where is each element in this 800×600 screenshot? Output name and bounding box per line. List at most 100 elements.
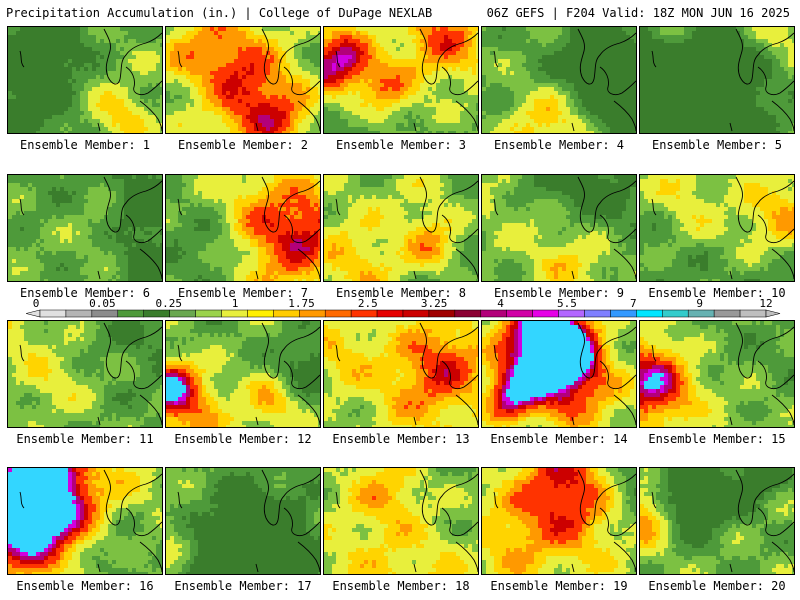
colorbar-swatch <box>506 309 533 318</box>
colorbar-swatch <box>65 309 93 318</box>
great-lakes-outline <box>19 28 162 132</box>
precip-map <box>165 174 321 282</box>
ensemble-member-panel: Ensemble Member: 10 <box>639 174 795 300</box>
precip-map <box>165 26 321 134</box>
ensemble-member-panel: Ensemble Member: 8 <box>323 174 479 300</box>
ensemble-member-label: Ensemble Member: 8 <box>323 286 479 300</box>
precip-map <box>323 320 479 428</box>
colorbar-tick-label: 0.25 <box>155 298 182 310</box>
precip-map <box>481 467 637 575</box>
great-lakes-outline <box>493 176 636 280</box>
colorbar-tick-label: 7 <box>630 298 637 310</box>
colorbar-tick-label: 1 <box>232 298 239 310</box>
great-lakes-outline <box>177 28 320 132</box>
ensemble-member-panel: Ensemble Member: 9 <box>481 174 637 300</box>
great-lakes-outline <box>335 176 478 280</box>
precip-map <box>323 467 479 575</box>
colorbar-swatch <box>143 309 170 318</box>
ensemble-member-panel: Ensemble Member: 3 <box>323 26 479 152</box>
great-lakes-outline <box>651 322 794 426</box>
ensemble-member-label: Ensemble Member: 11 <box>7 432 163 446</box>
colorbar-swatch <box>584 309 611 318</box>
ensemble-member-panel: Ensemble Member: 11 <box>7 320 163 446</box>
colorbar-swatch <box>247 309 274 318</box>
colorbar-swatch <box>221 309 248 318</box>
precip-map <box>481 320 637 428</box>
ensemble-member-label: Ensemble Member: 2 <box>165 138 321 152</box>
ensemble-member-panel: Ensemble Member: 12 <box>165 320 321 446</box>
precip-map <box>165 467 321 575</box>
great-lakes-outline <box>335 469 478 573</box>
colorbar-tick-label: 9 <box>696 298 703 310</box>
colorbar-swatch <box>169 309 196 318</box>
great-lakes-outline <box>335 322 478 426</box>
colorbar-tick-label: 5.5 <box>557 298 577 310</box>
ensemble-member-panel: Ensemble Member: 17 <box>165 467 321 593</box>
ensemble-member-label: Ensemble Member: 13 <box>323 432 479 446</box>
colorbar-tick-label: 4 <box>497 298 504 310</box>
great-lakes-outline <box>651 469 794 573</box>
ensemble-member-label: Ensemble Member: 19 <box>481 579 637 593</box>
colorbar-swatch <box>117 309 144 318</box>
ensemble-member-panel: Ensemble Member: 16 <box>7 467 163 593</box>
ensemble-member-panel: Ensemble Member: 20 <box>639 467 795 593</box>
colorbar-swatch <box>299 309 326 318</box>
precip-map <box>323 174 479 282</box>
precip-map <box>165 320 321 428</box>
ensemble-member-label: Ensemble Member: 17 <box>165 579 321 593</box>
ensemble-member-label: Ensemble Member: 7 <box>165 286 321 300</box>
precip-map <box>7 26 163 134</box>
colorbar-tick-label: 2.5 <box>358 298 378 310</box>
colorbar-swatch <box>91 309 119 318</box>
great-lakes-outline <box>493 28 636 132</box>
colorbar-tick-label: 0.05 <box>89 298 116 310</box>
ensemble-member-panel: Ensemble Member: 19 <box>481 467 637 593</box>
colorbar-swatch <box>532 309 559 318</box>
great-lakes-outline <box>19 469 162 573</box>
colorbar-swatch <box>739 309 767 318</box>
precip-map <box>481 26 637 134</box>
ensemble-member-label: Ensemble Member: 1 <box>7 138 163 152</box>
precip-map <box>7 320 163 428</box>
ensemble-member-panel: Ensemble Member: 13 <box>323 320 479 446</box>
ensemble-member-panel: Ensemble Member: 6 <box>7 174 163 300</box>
precip-map <box>639 467 795 575</box>
precip-colorbar: 0 0.05 0.25 1 1.75 2.5 3.25 4 5.5 7 9 12 <box>26 298 781 318</box>
ensemble-member-label: Ensemble Member: 20 <box>639 579 795 593</box>
colorbar-swatch <box>39 309 67 318</box>
colorbar-swatch <box>558 309 585 318</box>
ensemble-member-panel: Ensemble Member: 14 <box>481 320 637 446</box>
great-lakes-outline <box>493 322 636 426</box>
ensemble-member-panel: Ensemble Member: 7 <box>165 174 321 300</box>
product-title: Precipitation Accumulation (in.) | Colle… <box>6 6 432 20</box>
great-lakes-outline <box>651 28 794 132</box>
ensemble-member-panel: Ensemble Member: 2 <box>165 26 321 152</box>
ensemble-member-label: Ensemble Member: 15 <box>639 432 795 446</box>
colorbar-swatch <box>454 309 482 318</box>
precip-map <box>639 174 795 282</box>
ensemble-member-label: Ensemble Member: 5 <box>639 138 795 152</box>
colorbar-swatch <box>376 309 404 318</box>
colorbar-tick-label: 1.75 <box>288 298 315 310</box>
colorbar-swatch <box>610 309 637 318</box>
colorbar-swatch <box>324 309 352 318</box>
ensemble-member-label: Ensemble Member: 14 <box>481 432 637 446</box>
colorbar-tick-label: 3.25 <box>421 298 448 310</box>
great-lakes-outline <box>335 28 478 132</box>
colorbar-swatch <box>636 309 663 318</box>
colorbar-swatch <box>687 309 715 318</box>
colorbar-swatch <box>402 309 430 318</box>
great-lakes-outline <box>493 469 636 573</box>
colorbar-swatch <box>195 309 222 318</box>
ensemble-member-label: Ensemble Member: 3 <box>323 138 479 152</box>
ensemble-member-panel: Ensemble Member: 1 <box>7 26 163 152</box>
colorbar-swatch <box>713 309 741 318</box>
great-lakes-outline <box>177 469 320 573</box>
colorbar-swatch <box>662 309 689 318</box>
precip-map <box>639 26 795 134</box>
precip-map <box>7 467 163 575</box>
great-lakes-outline <box>651 176 794 280</box>
great-lakes-outline <box>177 176 320 280</box>
ensemble-member-panel: Ensemble Member: 4 <box>481 26 637 152</box>
ensemble-member-label: Ensemble Member: 9 <box>481 286 637 300</box>
